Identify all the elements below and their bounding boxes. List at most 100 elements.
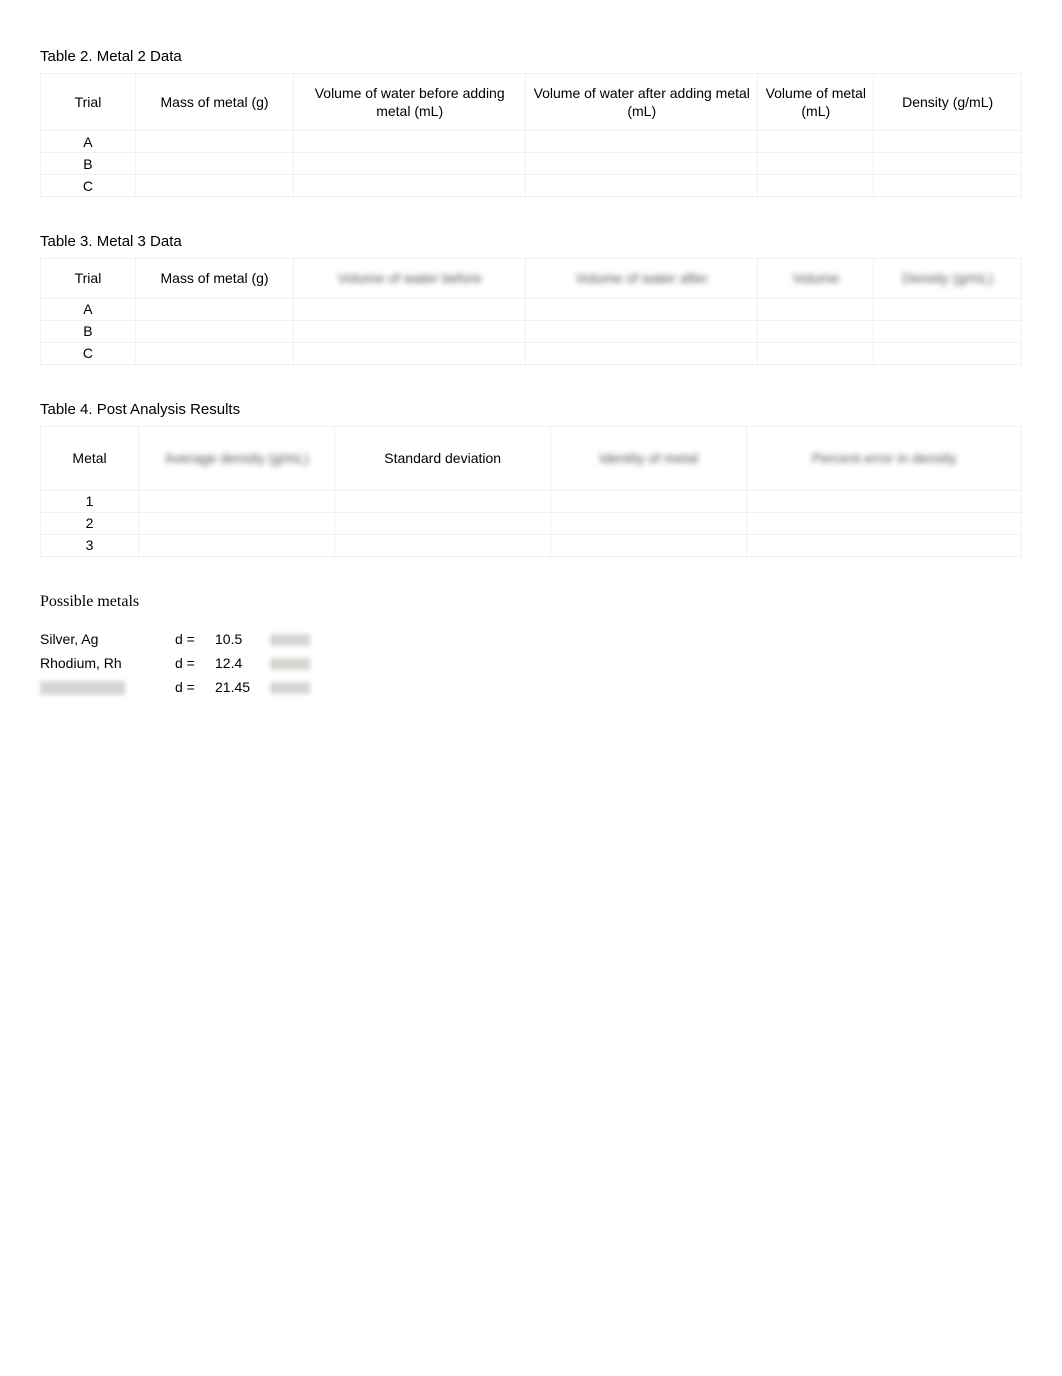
cell	[551, 534, 747, 556]
cell: 3	[41, 534, 139, 556]
density-unit	[270, 627, 320, 651]
d-equals: d =	[175, 675, 215, 699]
table4-col-2: Standard deviation	[335, 426, 551, 490]
cell	[526, 175, 758, 197]
cell: B	[41, 153, 136, 175]
density-value: 10.5	[215, 627, 270, 651]
cell	[758, 320, 874, 342]
table3-col-1: Mass of metal (g)	[135, 259, 293, 298]
cell	[747, 534, 1022, 556]
table2-col-5: Density (g/mL)	[874, 74, 1022, 131]
cell: C	[41, 342, 136, 364]
cell	[135, 298, 293, 320]
table-row: B	[41, 153, 1022, 175]
possible-metals-table: Silver, Ag d = 10.5 Rhodium, Rh d = 12.4…	[40, 627, 320, 699]
table-row: 2	[41, 512, 1022, 534]
table3: Trial Mass of metal (g) Volume of water …	[40, 258, 1022, 364]
table4-col-3: Identity of metal	[551, 426, 747, 490]
table4-col-0: Metal	[41, 426, 139, 490]
cell	[526, 320, 758, 342]
table2-title: Table 2. Metal 2 Data	[40, 48, 1022, 65]
table-row: 3	[41, 534, 1022, 556]
cell: B	[41, 320, 136, 342]
cell	[747, 490, 1022, 512]
cell	[335, 534, 551, 556]
table2-col-0: Trial	[41, 74, 136, 131]
cell	[294, 153, 526, 175]
table3-col-3: Volume of water after	[526, 259, 758, 298]
table2-col-4: Volume of metal (mL)	[758, 74, 874, 131]
table3-title: Table 3. Metal 3 Data	[40, 233, 1022, 250]
table3-col-5: Density (g/mL)	[874, 259, 1022, 298]
cell	[135, 175, 293, 197]
cell	[758, 175, 874, 197]
cell	[294, 320, 526, 342]
cell	[135, 153, 293, 175]
density-value: 12.4	[215, 651, 270, 675]
table-row: A	[41, 298, 1022, 320]
cell: A	[41, 298, 136, 320]
cell	[139, 512, 335, 534]
table3-col-2: Volume of water before	[294, 259, 526, 298]
table4-col-1: Average density (g/mL)	[139, 426, 335, 490]
cell	[294, 175, 526, 197]
metal-name: Rhodium, Rh	[40, 651, 175, 675]
cell	[294, 298, 526, 320]
cell: A	[41, 131, 136, 153]
cell	[526, 298, 758, 320]
cell	[551, 490, 747, 512]
table3-header-row: Trial Mass of metal (g) Volume of water …	[41, 259, 1022, 298]
cell	[874, 298, 1022, 320]
table4-header-row: Metal Average density (g/mL) Standard de…	[41, 426, 1022, 490]
cell	[747, 512, 1022, 534]
cell	[758, 298, 874, 320]
cell	[135, 320, 293, 342]
cell	[551, 512, 747, 534]
table3-col-0: Trial	[41, 259, 136, 298]
metal-row: Silver, Ag d = 10.5	[40, 627, 320, 651]
table2-col-3: Volume of water after adding metal (mL)	[526, 74, 758, 131]
density-unit	[270, 675, 320, 699]
table2: Trial Mass of metal (g) Volume of water …	[40, 73, 1022, 197]
table2-col-1: Mass of metal (g)	[135, 74, 293, 131]
table3-col-4: Volume	[758, 259, 874, 298]
table2-col-2: Volume of water before adding metal (mL)	[294, 74, 526, 131]
table4-col-4: Percent error in density	[747, 426, 1022, 490]
cell	[874, 131, 1022, 153]
cell	[335, 490, 551, 512]
cell: C	[41, 175, 136, 197]
cell	[526, 153, 758, 175]
table4: Metal Average density (g/mL) Standard de…	[40, 426, 1022, 557]
cell: 2	[41, 512, 139, 534]
cell	[135, 342, 293, 364]
table2-header-row: Trial Mass of metal (g) Volume of water …	[41, 74, 1022, 131]
cell	[874, 342, 1022, 364]
d-equals: d =	[175, 627, 215, 651]
table-row: B	[41, 320, 1022, 342]
table-row: A	[41, 131, 1022, 153]
cell	[526, 131, 758, 153]
cell	[526, 342, 758, 364]
metal-name	[40, 675, 175, 699]
cell	[335, 512, 551, 534]
cell	[758, 131, 874, 153]
cell	[758, 153, 874, 175]
table-row: C	[41, 175, 1022, 197]
possible-metals-title: Possible metals	[40, 593, 1022, 611]
density-value: 21.45	[215, 675, 270, 699]
cell	[139, 490, 335, 512]
d-equals: d =	[175, 651, 215, 675]
cell	[139, 534, 335, 556]
table-row: C	[41, 342, 1022, 364]
table4-title: Table 4. Post Analysis Results	[40, 401, 1022, 418]
cell	[874, 320, 1022, 342]
cell: 1	[41, 490, 139, 512]
cell	[874, 153, 1022, 175]
metal-row: Rhodium, Rh d = 12.4	[40, 651, 320, 675]
cell	[758, 342, 874, 364]
table-row: 1	[41, 490, 1022, 512]
metal-row: d = 21.45	[40, 675, 320, 699]
density-unit	[270, 651, 320, 675]
cell	[874, 175, 1022, 197]
cell	[294, 342, 526, 364]
